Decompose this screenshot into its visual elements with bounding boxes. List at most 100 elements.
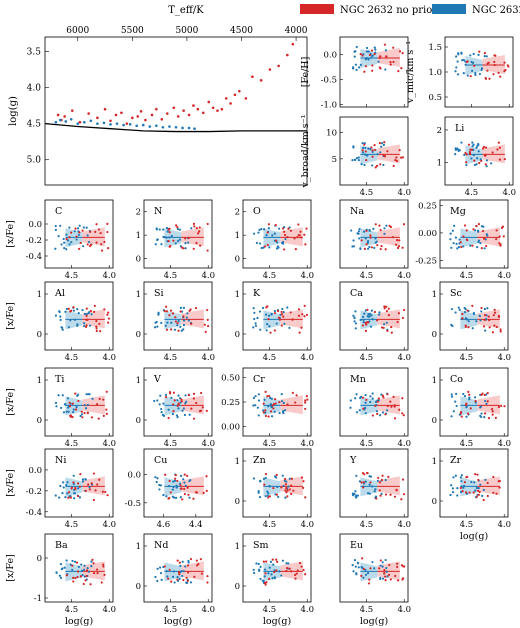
Zn-point-noprior [286,495,289,498]
Ca-point-prior [367,313,370,316]
hrd-y-tick-label: 3.5 [27,47,42,57]
C-point-noprior [65,238,68,241]
Cu-point-prior [158,488,161,491]
Cr-y-tick-label: 0.50 [221,374,240,384]
Zr-point-prior [482,488,485,492]
Cu-point-noprior [164,473,167,476]
K-point-noprior [300,326,303,329]
Mn-point-noprior [386,393,389,396]
Zn-point-prior [277,495,280,499]
Eu-point-prior [353,558,357,562]
Zn-point-prior [264,476,267,480]
Mg-point-noprior [466,238,469,242]
Sm-point-prior [267,572,270,575]
Eu-point-noprior [383,569,386,572]
Nd-point-noprior [176,578,179,581]
Ti-point-noprior [75,408,78,411]
Zr-point-prior [452,476,455,479]
Zr-point-prior [459,490,463,494]
hrd-point [201,111,205,115]
O-point-prior [258,228,261,232]
O-point-noprior [267,223,270,226]
Ti-point-prior [72,408,75,411]
Y-point-prior [368,492,371,495]
C-point-prior [87,240,91,244]
li-point-prior [473,163,477,167]
Cr-point-noprior [304,407,307,411]
Na-point-prior [383,232,386,235]
Zn-point-noprior [272,486,275,490]
Cr-point-noprior [278,401,281,404]
Y-point-noprior [381,474,384,477]
V-element-label: V [153,374,161,385]
Ca-point-noprior [364,329,368,332]
Nd-point-noprior [206,581,209,584]
K-point-prior [268,325,271,328]
Ni-point-prior [72,474,75,477]
hrd-point [96,122,99,125]
C-point-noprior [89,230,92,233]
K-point-prior [261,306,265,310]
N-point-noprior [176,226,179,229]
Al-point-noprior [103,308,106,311]
Cr-point-noprior [286,403,289,406]
Al-point-prior [76,324,79,327]
Ni-point-noprior [74,486,77,490]
O-point-noprior [263,245,266,248]
O-point-noprior [300,236,303,239]
Mn-point-noprior [376,412,379,415]
Si-element-label: Si [154,288,164,299]
K-point-prior [256,316,259,320]
Si-point-prior [186,312,189,315]
Cu-frame [143,448,213,518]
feh-point-noprior [361,54,364,57]
li-point-noprior [478,161,481,165]
Ti-point-prior [84,407,88,410]
Zn-x-tick-label: 4.5 [263,520,277,530]
vmic-point-prior [464,60,467,63]
hrd-point [122,123,125,127]
feh-point-prior [365,46,369,50]
Cu-point-noprior [183,492,186,496]
Mn-point-noprior [402,414,405,417]
hrd-point [115,122,119,125]
Cu-point-noprior [192,497,195,500]
C-point-prior [82,226,85,229]
Mg-point-prior [474,229,477,232]
vbroad-point-noprior [398,149,401,152]
N-point-prior [165,236,168,239]
Mg-point-noprior [502,235,505,238]
Al-point-prior [69,319,72,322]
Na-point-noprior [365,243,368,246]
Ti-y-tick-label: 0 [37,416,42,426]
Ba-point-prior [87,570,90,573]
K-point-prior [286,306,289,309]
vbroad-point-noprior [375,164,379,167]
Zn-point-prior [284,496,287,499]
K-point-prior [264,313,268,316]
Al-point-prior [76,308,79,311]
Ni-point-prior [58,496,61,499]
Zn-point-noprior [292,489,295,492]
Si-point-prior [179,325,182,329]
O-point-prior [263,228,266,231]
Y-point-noprior [379,494,382,497]
hrd-point [78,120,82,124]
Y-point-prior [384,478,387,482]
N-point-prior [162,228,165,231]
Ba-point-prior [82,568,86,571]
hrd-point [251,75,254,79]
Sm-point-noprior [293,573,297,577]
vmic-point-noprior [473,64,476,67]
Ni-point-prior [73,492,77,495]
Mn-point-prior [355,411,359,414]
Zn-point-prior [285,480,288,483]
li-point-prior [454,152,457,156]
vbroad-point-noprior [382,154,385,157]
hrd-top-tick-label: 6000 [66,26,89,36]
Y-point-noprior [365,471,369,475]
Na-point-noprior [369,234,372,237]
vbroad-point-prior [366,154,369,157]
Sc-point-prior [478,315,482,318]
Zn-point-noprior [284,489,287,492]
